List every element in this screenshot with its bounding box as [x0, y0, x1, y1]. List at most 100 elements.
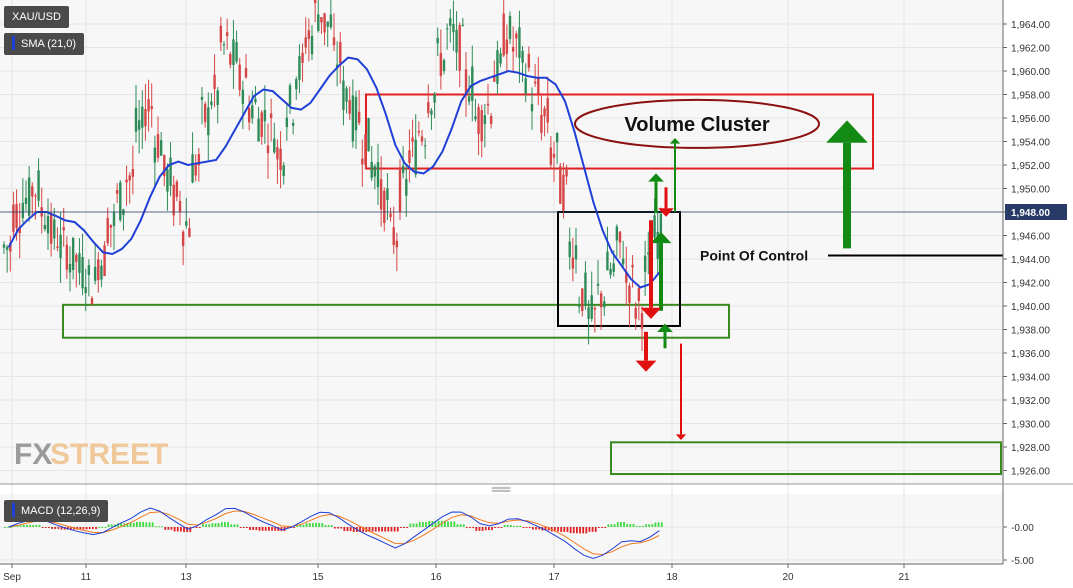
candle-body [9, 243, 12, 252]
candle-body [603, 301, 606, 308]
macd-histogram-bar [35, 524, 38, 527]
candle-body [27, 177, 31, 216]
candle-body [505, 39, 509, 54]
candle-body [461, 24, 465, 26]
candle-body [411, 137, 414, 142]
macd-histogram-bar [519, 525, 522, 527]
red-arrow-upper-head [658, 208, 674, 217]
candle-body [178, 200, 182, 212]
symbol-label: XAU/USD [12, 11, 61, 23]
macd-histogram-bar [4, 527, 6, 528]
candle-body [251, 105, 254, 119]
macd-histogram-bar [623, 522, 625, 527]
candle-body [78, 253, 81, 273]
macd-histogram-bar [255, 527, 258, 530]
macd-indicator-tag[interactable]: MACD (12,26,9) [4, 500, 109, 522]
candle-body [398, 167, 402, 212]
candle-body [266, 145, 270, 154]
macd-histogram-bar [560, 527, 563, 532]
macd-color-swatch [12, 503, 15, 518]
macd-tick-label: -0.00 [1011, 523, 1034, 534]
candle-body [477, 107, 480, 134]
candle-body [511, 47, 515, 52]
candle-body [471, 66, 474, 101]
candle-body [75, 254, 78, 262]
macd-histogram-bar [324, 525, 327, 527]
candle-body [342, 80, 345, 111]
macd-histogram-bar [211, 523, 214, 527]
candle-body [172, 184, 175, 216]
candle-body [175, 181, 179, 198]
candle-body [134, 107, 138, 132]
annotations: Volume Cluster Point Of Control [574, 98, 1003, 263]
sma-indicator-label: SMA (21,0) [21, 38, 77, 50]
sma-color-swatch [12, 36, 15, 51]
candle-body [332, 37, 336, 46]
candle-body [46, 216, 50, 234]
macd-histogram-bar [500, 527, 503, 528]
candle-body [508, 15, 512, 40]
macd-histogram-bar [588, 527, 591, 532]
candle-body [166, 169, 169, 192]
macd-histogram-bar [167, 527, 170, 530]
macd-histogram-bar [136, 521, 138, 527]
big-green-arrow-head [826, 120, 868, 143]
candle-body [15, 203, 18, 229]
macd-histogram-bar [660, 522, 663, 527]
candle-body [593, 307, 597, 310]
candle-body [84, 286, 87, 294]
candle-body [612, 263, 615, 272]
candle-body [345, 88, 348, 102]
candle-body [571, 257, 575, 269]
macd-histogram-bar [340, 527, 343, 529]
macd-histogram-bar [312, 523, 314, 527]
macd-histogram-bar [616, 522, 619, 527]
candle-body [295, 79, 298, 90]
candle-body [643, 255, 647, 272]
candle-body [351, 95, 355, 142]
watermark-street: STREET [50, 438, 168, 471]
pane-resize-handle[interactable] [490, 486, 512, 492]
volume-cluster-ellipse [574, 98, 820, 149]
macd-histogram-bar [104, 526, 107, 528]
macd-histogram-bar [629, 524, 632, 527]
candle-body [458, 24, 461, 71]
macd-histogram-bar [148, 522, 151, 527]
candle-body [103, 245, 106, 277]
candle-body [383, 190, 386, 224]
candle-body [621, 258, 625, 265]
candle-body [348, 100, 351, 114]
macd-histogram-bar [274, 527, 277, 531]
candle-body [455, 29, 458, 53]
macd-histogram-bar [638, 525, 641, 527]
macd-histogram-bar [98, 526, 101, 528]
macd-histogram-bar [139, 521, 141, 527]
macd-histogram-bar [648, 524, 651, 527]
time-tick-label: 16 [430, 572, 442, 583]
symbol-tag[interactable]: XAU/USD [4, 6, 69, 28]
candle-body [656, 231, 659, 259]
candle-body [618, 231, 622, 243]
price-tick-label: 1,952.00 [1011, 161, 1050, 172]
candle-body [169, 157, 172, 186]
macd-histogram-bar [180, 527, 182, 532]
sma-indicator-tag[interactable]: SMA (21,0) [4, 33, 85, 55]
macd-histogram-bar [302, 524, 305, 527]
candle-body [423, 145, 427, 147]
macd-histogram-bar [491, 527, 493, 531]
thin-red-arrow-head [675, 434, 687, 440]
macd-histogram-bar [220, 522, 223, 527]
candle-body [357, 111, 361, 123]
macd-histogram-bar [85, 527, 88, 530]
candle-body [555, 132, 559, 143]
candle-body [62, 227, 65, 231]
price-tick-label: 1,934.00 [1011, 373, 1050, 384]
arrows [635, 120, 868, 440]
price-tick-label: 1,936.00 [1011, 349, 1050, 360]
macd-histogram-bar [227, 522, 229, 527]
macd-histogram-bar [510, 524, 512, 527]
macd-histogram-bar [19, 525, 22, 527]
macd-histogram-bar [154, 526, 157, 528]
macd-histogram-bar [327, 525, 330, 527]
